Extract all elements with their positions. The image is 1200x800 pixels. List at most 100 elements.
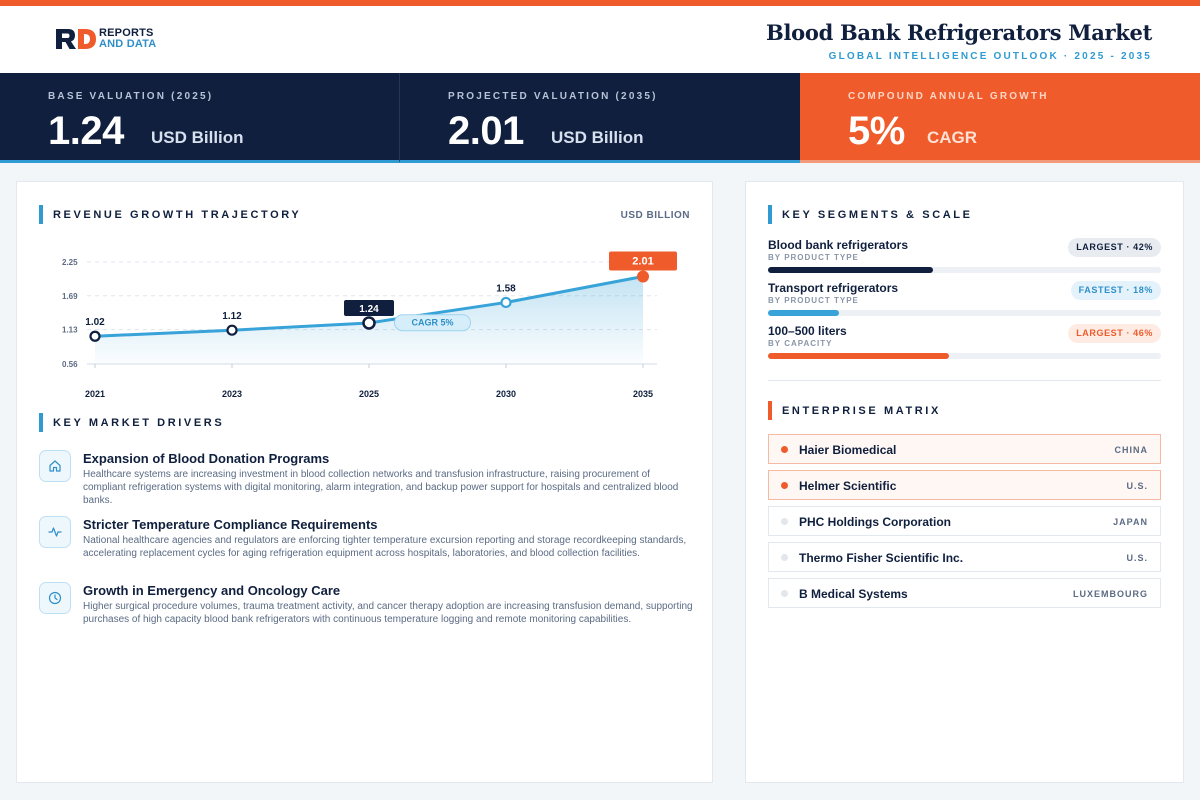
company-country: LUXEMBOURG bbox=[1073, 589, 1148, 599]
segments-matrix-card: KEY SEGMENTS & SCALE Blood bank refriger… bbox=[745, 181, 1184, 783]
company-country: U.S. bbox=[1126, 553, 1148, 563]
header: REPORTS AND DATA Blood Bank Refrigerator… bbox=[0, 6, 1200, 73]
company-row[interactable]: PHC Holdings Corporation JAPAN bbox=[768, 506, 1161, 536]
segment-category: BY CAPACITY bbox=[768, 339, 833, 348]
segment-name: 100–500 liters bbox=[768, 324, 847, 338]
kpi-label: PROJECTED VALUATION (2035) bbox=[448, 91, 658, 102]
revenue-section-title: REVENUE GROWTH TRAJECTORY bbox=[53, 208, 302, 221]
matrix-section-header: ENTERPRISE MATRIX bbox=[768, 401, 941, 420]
brand-wordmark: REPORTS AND DATA bbox=[99, 28, 156, 50]
driver-title: Expansion of Blood Donation Programs bbox=[83, 451, 330, 466]
company-name: Haier Biomedical bbox=[799, 443, 897, 457]
segment-badge: LARGEST · 46% bbox=[1068, 324, 1161, 343]
segment-badge: LARGEST · 42% bbox=[1068, 238, 1161, 257]
data-label: 1.12 bbox=[222, 311, 242, 322]
segment-item: Transport refrigerators BY PRODUCT TYPE … bbox=[768, 281, 1161, 324]
segment-name: Blood bank refrigerators bbox=[768, 238, 909, 252]
enterprise-matrix: Haier Biomedical CHINA Helmer Scientific… bbox=[768, 434, 1161, 614]
section-divider bbox=[768, 380, 1161, 381]
area-fill bbox=[95, 276, 643, 364]
page-title: Blood Bank Refrigerators Market bbox=[766, 20, 1152, 45]
company-marker-dot bbox=[781, 554, 788, 561]
driver-item: Growth in Emergency and Oncology Care Hi… bbox=[39, 580, 699, 646]
matrix-section-title: ENTERPRISE MATRIX bbox=[782, 404, 941, 417]
section-accent-bar bbox=[39, 413, 43, 432]
kpi-value: 5% bbox=[848, 109, 905, 153]
x-tick-label: 2021 bbox=[85, 389, 105, 399]
kpi-cagr: COMPOUND ANNUAL GROWTH 5% CAGR bbox=[800, 73, 1200, 163]
company-marker-dot bbox=[781, 590, 788, 597]
segment-category: BY PRODUCT TYPE bbox=[768, 296, 859, 305]
brand-logo[interactable]: REPORTS AND DATA bbox=[55, 28, 156, 50]
kpi-unit: CAGR bbox=[927, 128, 978, 147]
company-row[interactable]: B Medical Systems LUXEMBOURG bbox=[768, 578, 1161, 608]
kpi-row: BASE VALUATION (2025) 1.24 USD Billion P… bbox=[0, 73, 1200, 163]
x-tick-label: 2025 bbox=[359, 389, 379, 399]
company-name: Helmer Scientific bbox=[799, 479, 897, 493]
segment-bar-fill bbox=[768, 310, 839, 316]
data-label: 2.01 bbox=[632, 255, 653, 267]
driver-item: Stricter Temperature Compliance Requirem… bbox=[39, 514, 699, 580]
driver-title: Stricter Temperature Compliance Requirem… bbox=[83, 517, 378, 532]
y-tick-label: 1.13 bbox=[62, 326, 78, 335]
driver-description: Healthcare systems are increasing invest… bbox=[83, 469, 679, 506]
value-callout-box bbox=[344, 299, 394, 316]
company-name: Thermo Fisher Scientific Inc. bbox=[799, 551, 964, 565]
data-label: 1.02 bbox=[85, 317, 105, 328]
section-accent-bar bbox=[768, 401, 772, 420]
chart-unit-note: USD BILLION bbox=[620, 210, 690, 221]
x-tick-label: 2030 bbox=[496, 389, 516, 399]
company-row[interactable]: Helmer Scientific U.S. bbox=[768, 470, 1161, 500]
driver-description: Higher surgical procedure volumes, traum… bbox=[83, 601, 693, 625]
cagr-annotation-pill bbox=[394, 314, 471, 332]
data-label: 1.24 bbox=[359, 304, 379, 315]
company-country: U.S. bbox=[1126, 481, 1148, 491]
x-tick-label: 2023 bbox=[222, 389, 242, 399]
kpi-unit: USD Billion bbox=[551, 128, 644, 147]
drivers-list: Expansion of Blood Donation Programs Hea… bbox=[39, 448, 699, 646]
y-tick-label: 2.25 bbox=[62, 258, 78, 267]
segments-section-title: KEY SEGMENTS & SCALE bbox=[782, 208, 973, 221]
kpi-unit: USD Billion bbox=[151, 128, 244, 147]
kpi-value: 1.24 bbox=[48, 109, 124, 153]
segments-section-header: KEY SEGMENTS & SCALE bbox=[768, 205, 973, 224]
company-marker-dot bbox=[781, 446, 788, 453]
company-row[interactable]: Haier Biomedical CHINA bbox=[768, 434, 1161, 464]
title-block: Blood Bank Refrigerators Market GLOBAL I… bbox=[766, 20, 1152, 62]
section-accent-bar bbox=[768, 205, 772, 224]
driver-title: Growth in Emergency and Oncology Care bbox=[83, 583, 341, 598]
data-point bbox=[500, 296, 512, 309]
data-point bbox=[637, 270, 649, 283]
kpi-base-valuation: BASE VALUATION (2025) 1.24 USD Billion bbox=[0, 73, 400, 163]
kpi-label: COMPOUND ANNUAL GROWTH bbox=[848, 91, 1049, 102]
company-name: B Medical Systems bbox=[799, 587, 908, 601]
y-tick-label: 1.69 bbox=[62, 292, 78, 301]
segment-bar-track bbox=[768, 353, 1161, 359]
data-point bbox=[89, 330, 101, 342]
top-accent-stripe bbox=[0, 0, 1200, 6]
value-callout-box bbox=[609, 251, 677, 271]
y-tick-label: 0.56 bbox=[62, 360, 78, 369]
revenue-section-header: REVENUE GROWTH TRAJECTORY bbox=[39, 205, 301, 224]
segment-bar-track bbox=[768, 267, 1161, 273]
segment-name: Transport refrigerators bbox=[768, 281, 899, 295]
segment-item: 100–500 liters BY CAPACITY LARGEST · 46% bbox=[768, 324, 1161, 367]
company-name: PHC Holdings Corporation bbox=[799, 515, 951, 529]
data-label: 1.58 bbox=[496, 283, 516, 294]
section-accent-bar bbox=[39, 205, 43, 224]
cagr-annotation-label: CAGR 5% bbox=[411, 318, 453, 328]
company-row[interactable]: Thermo Fisher Scientific Inc. U.S. bbox=[768, 542, 1161, 572]
home-icon bbox=[39, 450, 71, 482]
data-point bbox=[226, 324, 238, 336]
brand-line-2: AND DATA bbox=[99, 38, 157, 50]
segment-bar-track bbox=[768, 310, 1161, 316]
company-country: JAPAN bbox=[1113, 517, 1148, 527]
activity-icon bbox=[39, 516, 71, 548]
clock-icon bbox=[39, 582, 71, 614]
company-marker-dot bbox=[781, 482, 788, 489]
drivers-section-title: KEY MARKET DRIVERS bbox=[53, 416, 225, 429]
segment-bar-fill bbox=[768, 267, 934, 273]
kpi-value: 2.01 bbox=[448, 109, 524, 153]
data-point bbox=[362, 316, 376, 330]
segments-list: Blood bank refrigerators BY PRODUCT TYPE… bbox=[768, 238, 1161, 367]
